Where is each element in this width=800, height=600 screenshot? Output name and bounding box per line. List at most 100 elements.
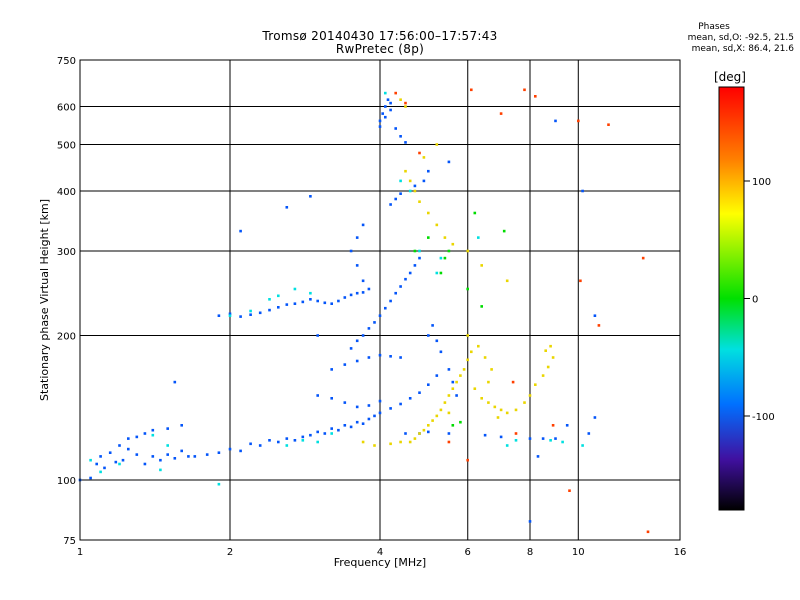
data-point	[581, 444, 584, 447]
data-point	[597, 324, 601, 327]
data-point	[367, 287, 371, 291]
data-point	[180, 449, 183, 453]
x-tick-label: 4	[377, 547, 383, 558]
data-point	[355, 420, 359, 424]
data-point	[496, 416, 500, 419]
data-point	[549, 344, 552, 348]
data-point	[427, 424, 430, 427]
data-point	[523, 401, 526, 404]
colorbar	[718, 86, 745, 511]
data-point	[349, 347, 353, 350]
data-point	[361, 334, 365, 337]
data-point	[95, 462, 98, 466]
data-point	[447, 368, 451, 371]
data-point	[114, 460, 118, 464]
data-point	[443, 256, 447, 260]
data-point	[427, 383, 430, 386]
data-point	[487, 380, 490, 384]
data-point	[173, 457, 177, 460]
data-point	[193, 455, 197, 458]
data-point	[159, 458, 162, 462]
data-point	[323, 432, 327, 435]
data-point	[505, 279, 509, 283]
data-point	[367, 356, 371, 359]
data-point	[135, 435, 139, 439]
data-point	[151, 455, 155, 458]
data-point	[337, 428, 340, 432]
data-point	[565, 424, 569, 427]
data-point	[373, 414, 376, 418]
data-point	[422, 428, 426, 432]
data-point	[239, 229, 242, 233]
data-point	[373, 444, 376, 447]
x-tick-label: 6	[465, 547, 471, 558]
data-point	[389, 299, 392, 303]
data-point	[151, 428, 155, 432]
data-point	[228, 447, 232, 451]
data-point	[514, 432, 518, 435]
grid-lines	[80, 60, 680, 540]
data-point	[399, 440, 402, 444]
y-tick-label: 750	[57, 56, 76, 67]
y-tick-label: 600	[57, 103, 76, 114]
data-point	[399, 179, 402, 183]
data-point	[389, 442, 392, 446]
data-point	[173, 380, 177, 384]
data-point	[301, 300, 305, 304]
data-point	[217, 314, 221, 317]
data-point	[413, 189, 417, 193]
data-point	[389, 101, 392, 105]
data-point	[166, 444, 169, 447]
data-point	[389, 407, 392, 410]
data-point	[151, 433, 155, 437]
data-point	[439, 408, 443, 412]
data-point	[285, 206, 289, 209]
data-point	[587, 432, 591, 435]
colorbar-ticks: 100 0 -100	[744, 177, 775, 423]
data-point	[541, 374, 545, 377]
data-point	[439, 256, 443, 260]
data-point	[554, 437, 557, 440]
phase-stats-o: mean, sd,O: -92.5, 21.5	[687, 33, 794, 43]
data-point	[99, 470, 102, 474]
data-point	[361, 291, 365, 294]
data-point	[268, 298, 271, 301]
data-point	[579, 279, 582, 283]
data-point	[118, 462, 121, 466]
data-point	[258, 311, 262, 315]
data-point	[394, 127, 397, 130]
data-point	[577, 119, 580, 123]
colorbar-tick-label: 0	[752, 295, 758, 306]
data-point	[536, 455, 540, 458]
data-point	[439, 271, 443, 275]
data-point	[293, 302, 297, 305]
data-point	[593, 314, 597, 317]
data-point	[514, 439, 518, 442]
data-point	[473, 211, 477, 215]
data-point	[217, 482, 221, 486]
x-tick-label: 16	[674, 547, 687, 558]
data-point	[399, 402, 402, 406]
data-point	[544, 349, 547, 352]
data-point	[399, 135, 402, 138]
data-point	[466, 287, 469, 291]
data-point	[431, 419, 434, 422]
y-tick-label: 100	[57, 476, 76, 487]
colorbar-tick-label: 100	[752, 177, 771, 188]
data-point	[427, 211, 430, 215]
data-point	[316, 430, 319, 434]
data-point	[316, 440, 319, 444]
data-point	[431, 324, 434, 327]
data-point	[355, 264, 359, 267]
data-point	[459, 420, 462, 424]
data-point	[435, 223, 439, 227]
data-point	[309, 433, 312, 437]
y-tick-label: 200	[57, 332, 76, 343]
data-point	[394, 91, 397, 95]
data-point	[394, 291, 397, 295]
data-point	[355, 405, 359, 409]
data-point	[355, 359, 359, 363]
data-point	[418, 151, 421, 155]
data-point	[239, 449, 242, 453]
